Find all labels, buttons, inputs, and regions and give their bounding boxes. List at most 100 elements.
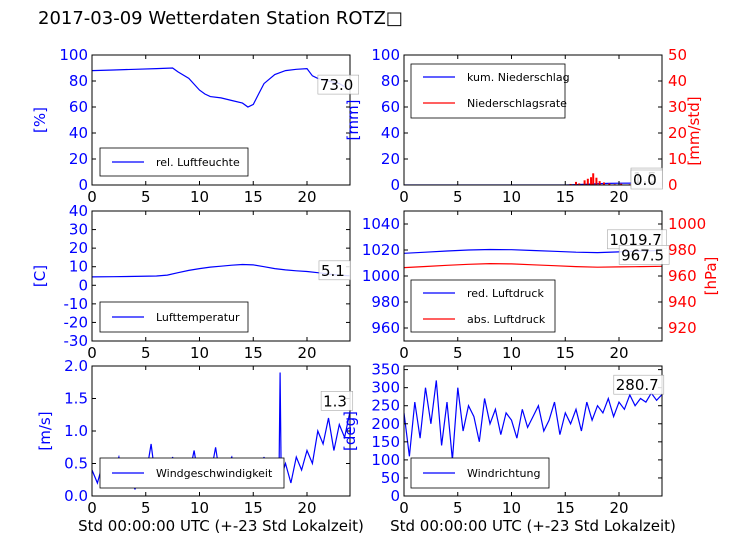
y-tick-label: -30 xyxy=(64,332,89,350)
y-tick-label: 80 xyxy=(69,72,88,90)
panel-top-right: 0 5 10 15 20 0 20 40 60 80 100 0 10 20 30 40 50 [mm] [mm/s… xyxy=(344,46,703,206)
y2-tick-label: 50 xyxy=(668,46,687,64)
legend-label: kum. Niederschlag xyxy=(467,71,570,84)
series-line-top-left-0 xyxy=(92,67,350,108)
y-tick-label: 960 xyxy=(371,319,400,337)
x-tick-label: 5 xyxy=(141,188,151,206)
legend-label: red. Luftdruck xyxy=(467,287,544,300)
y-tick-label: 40 xyxy=(381,124,400,142)
annotation-box xyxy=(630,169,663,190)
y2-axis-label: [mm/std] xyxy=(685,96,703,165)
x-tick-label: 0 xyxy=(87,188,97,206)
y-tick-label: 50 xyxy=(381,469,400,487)
x-axis-label: Std 00:00:00 UTC (+-23 Std Lokalzeit) xyxy=(78,517,364,535)
x-tick-label: 5 xyxy=(141,499,151,517)
x-tick-label: 5 xyxy=(453,188,463,206)
x-tick-label: 20 xyxy=(297,188,316,206)
x-tick-label: 15 xyxy=(556,499,575,517)
annotation-label: 280.7 xyxy=(616,376,659,394)
plot-frame xyxy=(403,365,663,497)
y2-tick-label: 10 xyxy=(668,150,687,168)
x-tick-label: 20 xyxy=(609,499,628,517)
y2-tick-label: 960 xyxy=(668,267,697,285)
annotation-label: 0.0 xyxy=(633,171,657,189)
x-tick-label: 10 xyxy=(502,499,521,517)
y-axis-label: [deg] xyxy=(341,411,359,451)
y-tick-label: 80 xyxy=(381,72,400,90)
x-tick-label: 15 xyxy=(244,344,263,362)
legend-box xyxy=(410,63,566,119)
y-tick-label: 20 xyxy=(69,239,88,257)
plot-frame xyxy=(91,54,351,186)
y-tick-label: 0 xyxy=(390,176,400,194)
annotation-label: 1019.7 xyxy=(609,231,662,249)
x-tick-label: 0 xyxy=(399,499,409,517)
panel-top-left: 0 5 10 15 20 0 20 40 60 80 100 [%] 73.0 rel. Luftfeuc… xyxy=(31,46,359,206)
x-tick-label: 0 xyxy=(399,344,409,362)
y-tick-label: 1000 xyxy=(362,267,400,285)
y-tick-label: 10 xyxy=(69,258,88,276)
x-tick-label: 5 xyxy=(141,344,151,362)
annotation-label: 967.5 xyxy=(621,246,664,264)
x-tick-label: 15 xyxy=(556,344,575,362)
y-tick-label: 0.5 xyxy=(64,455,88,473)
y2-tick-label: 1000 xyxy=(668,215,706,233)
x-tick-label: 15 xyxy=(556,188,575,206)
legend-label: Windrichtung xyxy=(467,467,540,480)
y-tick-label: 60 xyxy=(381,98,400,116)
y-tick-label: 1.5 xyxy=(64,390,88,408)
annotation-box xyxy=(613,374,665,395)
y-tick-label: -10 xyxy=(64,295,89,313)
x-tick-label: 10 xyxy=(502,344,521,362)
annotation-label: 5.1 xyxy=(321,262,345,280)
legend-box xyxy=(410,279,556,333)
legend-label: Windgeschwindigkeit xyxy=(156,467,273,480)
y-tick-label: 200 xyxy=(371,415,400,433)
y-tick-label: 60 xyxy=(69,98,88,116)
x-tick-label: 10 xyxy=(190,344,209,362)
annotation-label: 73.0 xyxy=(320,76,353,94)
y-tick-label: 0.0 xyxy=(64,487,88,505)
y2-tick-label: 940 xyxy=(668,293,697,311)
y-tick-label: 1.0 xyxy=(64,422,88,440)
x-tick-label: 0 xyxy=(87,344,97,362)
y-tick-label: 40 xyxy=(69,124,88,142)
panel-bottom-left: 0 5 10 15 20 0.0 0.5 1.0 1.5 2.0 [m/s] Std 00:00:00… xyxy=(36,357,364,535)
x-tick-label: 5 xyxy=(453,499,463,517)
y-tick-label: 2.0 xyxy=(64,357,88,375)
x-axis-label: Std 00:00:00 UTC (+-23 Std Lokalzeit) xyxy=(390,517,676,535)
y2-tick-label: 0 xyxy=(668,176,678,194)
plot-frame xyxy=(403,54,663,186)
y-axis-label: [C] xyxy=(31,265,49,287)
x-tick-label: 15 xyxy=(244,499,263,517)
y-axis-label: [%] xyxy=(31,107,49,133)
annotation-box xyxy=(320,390,354,411)
legend-label: Niederschlagsrate xyxy=(467,97,567,110)
y-tick-label: 30 xyxy=(69,221,88,239)
y-tick-label: 100 xyxy=(59,46,88,64)
y-tick-label: 250 xyxy=(371,397,400,415)
series-line-bottom-right-0 xyxy=(404,380,662,460)
x-tick-label: 20 xyxy=(609,188,628,206)
annotation-box xyxy=(618,245,670,265)
x-tick-label: 5 xyxy=(453,344,463,362)
x-tick-label: 0 xyxy=(87,499,97,517)
y2-tick-label: 980 xyxy=(668,241,697,259)
legend-label: Lufttemperatur xyxy=(156,311,240,324)
legend-label: abs. Luftdruck xyxy=(467,313,546,326)
y-tick-label: 0 xyxy=(78,276,88,294)
y-tick-label: 1040 xyxy=(362,215,400,233)
y-tick-label: 0 xyxy=(390,487,400,505)
y2-tick-label: 30 xyxy=(668,98,687,116)
y-tick-label: 100 xyxy=(371,46,400,64)
y-tick-label: 20 xyxy=(381,150,400,168)
legend-label: rel. Luftfeuchte xyxy=(156,156,240,169)
y-axis-label: [m/s] xyxy=(36,411,54,450)
y-tick-label: 350 xyxy=(371,361,400,379)
page-title: 2017-03-09 Wetterdaten Station ROTZ□ xyxy=(38,8,403,29)
y-tick-label: 150 xyxy=(371,433,400,451)
annotation-box xyxy=(317,74,359,95)
